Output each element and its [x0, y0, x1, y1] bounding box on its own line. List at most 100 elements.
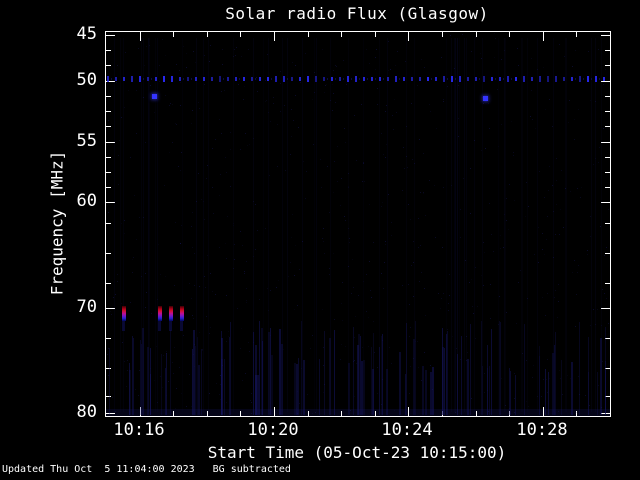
faint-noise-column [314, 38, 315, 412]
rfi-line-dash [467, 77, 469, 81]
low-band-noise-stripe [489, 366, 490, 415]
rfi-line-dash [107, 76, 109, 82]
low-band-noise-stripe [268, 332, 270, 415]
rfi-line-microdot [223, 78, 224, 80]
low-band-noise-stripe [539, 356, 540, 415]
faint-noise-column [196, 38, 197, 412]
rfi-line-dash [307, 76, 309, 82]
rfi-line-dash [427, 77, 429, 81]
faint-noise-column [182, 38, 183, 412]
rfi-line-dash [235, 77, 237, 81]
low-band-noise-stripe [221, 338, 223, 415]
rfi-line-dash [331, 77, 333, 81]
x-axis-tick-top [207, 32, 208, 37]
low-band-noise-stripe [405, 374, 406, 415]
low-band-noise-stripe [142, 328, 144, 415]
rfi-line-dash [147, 77, 149, 81]
low-band-noise-stripe [499, 321, 500, 415]
low-band-noise-stripe [201, 349, 202, 415]
rfi-line-microdot [327, 78, 328, 80]
rfi-line-dash [547, 76, 549, 82]
low-band-noise-stripe [571, 362, 573, 415]
faint-noise-column [148, 38, 149, 412]
x-axis-tick-top [576, 32, 577, 37]
low-band-noise-stripe [281, 344, 283, 415]
rfi-line-dash [283, 76, 285, 82]
faint-noise-column [316, 38, 317, 412]
low-band-noise-stripe [348, 363, 350, 415]
rfi-line-dash [179, 77, 181, 81]
rfi-line-dash [507, 76, 509, 82]
low-band-noise-stripe [193, 330, 195, 415]
x-axis-tick-top [341, 32, 342, 37]
faint-noise-column [406, 38, 407, 412]
faint-noise-column [157, 38, 158, 412]
faint-noise-column [143, 38, 144, 412]
low-band-noise-stripe [509, 368, 510, 415]
burst-fade-tail [122, 321, 125, 331]
low-band-noise-stripe [515, 375, 516, 415]
rfi-line-dash [563, 77, 565, 81]
y-axis-tick [106, 413, 115, 414]
low-band-noise-stripe [487, 345, 488, 415]
y-axis-tick [106, 396, 111, 397]
faint-noise-column [363, 38, 364, 412]
y-axis-title: Frequency [MHz] [47, 150, 67, 296]
faint-noise-column [253, 38, 254, 412]
rfi-line-microdot [495, 78, 496, 80]
low-band-noise-stripe [597, 372, 598, 415]
y-axis-tick [106, 50, 111, 51]
low-band-noise-stripe [358, 334, 360, 415]
low-band-noise-stripe [319, 359, 320, 415]
y-axis-tick [106, 368, 111, 369]
x-axis-tick-bottom [509, 411, 510, 416]
faint-noise-column [566, 38, 567, 412]
x-axis-tick-top [274, 32, 275, 41]
faint-noise-column [455, 38, 456, 412]
bright-point [152, 94, 157, 99]
faint-noise-column [537, 38, 538, 412]
x-axis-tick-top [442, 32, 443, 37]
x-tick-label: 10:16 [113, 420, 165, 440]
faint-noise-column [565, 38, 566, 412]
rfi-line-dash [579, 76, 581, 82]
low-band-noise-stripe [150, 374, 151, 415]
low-band-noise-stripe [605, 370, 606, 415]
faint-noise-column [455, 38, 456, 412]
y-tick-label: 50 [76, 70, 97, 90]
faint-noise-column [522, 38, 523, 412]
low-band-noise-stripe [555, 332, 556, 415]
rfi-line-dash [339, 77, 341, 81]
rfi-line-dash [139, 76, 141, 82]
low-band-noise-stripe [192, 349, 193, 415]
rfi-line-dash [315, 76, 317, 82]
low-band-noise-stripe [373, 333, 374, 415]
rfi-line-dash [163, 76, 165, 82]
faint-noise-column [348, 38, 349, 412]
faint-noise-column [263, 38, 264, 412]
y-tick-label: 70 [76, 297, 97, 317]
rfi-line-dash [451, 76, 453, 82]
low-band-noise-stripe [150, 348, 151, 415]
low-band-noise-stripe [161, 354, 162, 415]
low-band-noise-stripe [170, 330, 171, 415]
rfi-line-microdot [255, 78, 256, 80]
rfi-line-microdot [583, 78, 584, 80]
rfi-line-dash [515, 77, 517, 81]
low-band-noise-stripe [510, 371, 511, 415]
y-axis-tick-right [601, 142, 610, 143]
y-axis-tick [106, 253, 111, 254]
low-band-noise-stripe [253, 332, 254, 415]
y-axis-tick [106, 81, 115, 82]
faint-noise-column [466, 38, 467, 412]
rfi-line-dash [443, 76, 445, 82]
y-axis-tick-right [605, 283, 610, 284]
rfi-line-dash [475, 77, 477, 81]
y-tick-label: 80 [76, 402, 97, 422]
chart-title: Solar radio Flux (Glasgow) [225, 4, 489, 23]
rfi-line-dash [571, 77, 573, 81]
low-band-noise-stripe [481, 321, 482, 415]
rfi-line-dash [539, 76, 541, 82]
y-tick-label: 60 [76, 191, 97, 211]
low-band-noise-stripe [425, 370, 427, 415]
